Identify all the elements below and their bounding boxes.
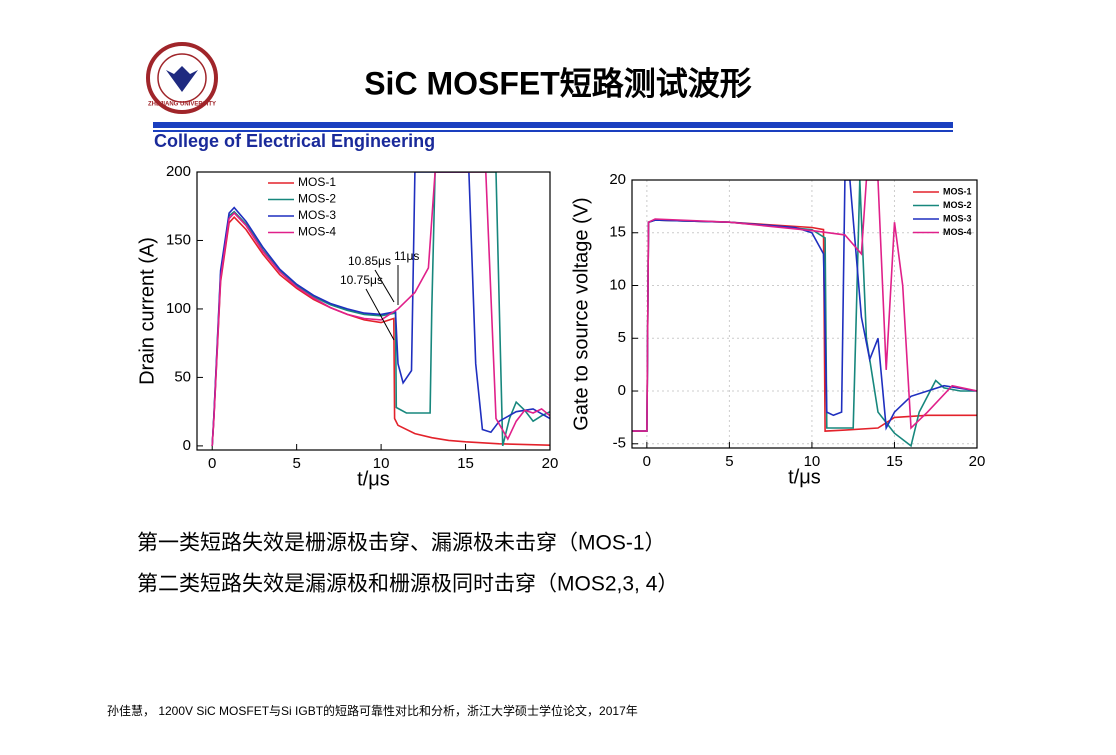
y-tick-label: 150 bbox=[166, 231, 191, 248]
legend-label: MOS-4 bbox=[943, 227, 972, 237]
series-line bbox=[211, 172, 550, 446]
college: College of Electrical Engineering bbox=[154, 131, 435, 151]
y-tick-label: 0 bbox=[618, 382, 626, 399]
x-tick-label: 0 bbox=[208, 455, 216, 472]
x-tick-label: 15 bbox=[886, 453, 903, 470]
x-axis-label: t/μs bbox=[357, 468, 390, 490]
annotation: 10.75μs bbox=[340, 273, 383, 287]
plot-frame bbox=[631, 179, 978, 449]
y-axis-label: Gate to source voltage (V) bbox=[570, 197, 592, 430]
footer: 孙佳慧， 1200V SiC MOSFET与Si IGBT的短路可靠性对比和分析… bbox=[107, 703, 638, 718]
y-tick-label: 0 bbox=[183, 437, 191, 454]
y-axis-label: Drain current (A) bbox=[136, 237, 158, 385]
slide-title: SiC MOSFET短路测试波形 bbox=[364, 65, 752, 101]
legend-label: MOS-1 bbox=[298, 175, 336, 189]
x-tick-label: 20 bbox=[542, 455, 559, 472]
series-line bbox=[211, 172, 550, 447]
series-line bbox=[211, 172, 550, 446]
annotation-arrow bbox=[374, 269, 395, 303]
y-tick-label: 50 bbox=[174, 368, 191, 385]
y-tick-label: 15 bbox=[609, 224, 626, 241]
annotation: 10.85μs bbox=[348, 254, 391, 268]
x-tick-label: 15 bbox=[457, 455, 474, 472]
plot bbox=[632, 180, 977, 448]
series-line bbox=[632, 180, 977, 432]
legend-label: MOS-4 bbox=[298, 225, 336, 239]
y-tick-label: 100 bbox=[166, 300, 191, 317]
x-tick-label: 20 bbox=[969, 453, 986, 470]
chart: 0 50 100 150 200 0 5 10 15 20 t/μs Drain current (A… bbox=[136, 163, 558, 490]
annotation: 11μs bbox=[394, 249, 419, 263]
series-line bbox=[632, 180, 977, 432]
x-tick-label: 5 bbox=[292, 455, 300, 472]
y-tick-label: 200 bbox=[166, 163, 191, 180]
chart: -5 0 5 10 15 20 0 5 10 15 20 t/μs Gate to source vol… bbox=[570, 171, 985, 488]
legend-label: MOS-2 bbox=[298, 192, 336, 206]
x-tick-label: 10 bbox=[804, 453, 821, 470]
bullet: 第一类短路失效是栅源极击穿、漏源极未击穿（MOS-1） bbox=[137, 532, 666, 555]
legend-label: MOS-2 bbox=[943, 200, 972, 210]
y-tick-label: 20 bbox=[609, 171, 626, 188]
annotation-arrow bbox=[365, 288, 395, 341]
header-bar bbox=[153, 122, 953, 128]
x-axis-label: t/μs bbox=[788, 466, 821, 488]
legend-label: MOS-1 bbox=[943, 186, 972, 196]
x-tick-label: 10 bbox=[373, 455, 390, 472]
y-tick-label: 10 bbox=[609, 276, 626, 293]
logo: ZHEJIANG UNIVERSITY bbox=[146, 42, 218, 114]
bullet: 第二类短路失效是漏源极和栅源极同时击穿（MOS2,3, 4） bbox=[137, 573, 678, 596]
logo-text: ZHEJIANG UNIVERSITY bbox=[148, 102, 216, 108]
plot-frame bbox=[196, 171, 551, 451]
y-tick-label: 5 bbox=[618, 329, 626, 346]
plot bbox=[211, 172, 550, 447]
header-bar-thin bbox=[153, 130, 953, 132]
x-tick-label: 0 bbox=[643, 453, 651, 470]
x-tick-label: 5 bbox=[725, 453, 733, 470]
legend-label: MOS-3 bbox=[298, 208, 336, 222]
legend-label: MOS-3 bbox=[943, 213, 972, 223]
y-tick-label: -5 bbox=[613, 435, 626, 452]
